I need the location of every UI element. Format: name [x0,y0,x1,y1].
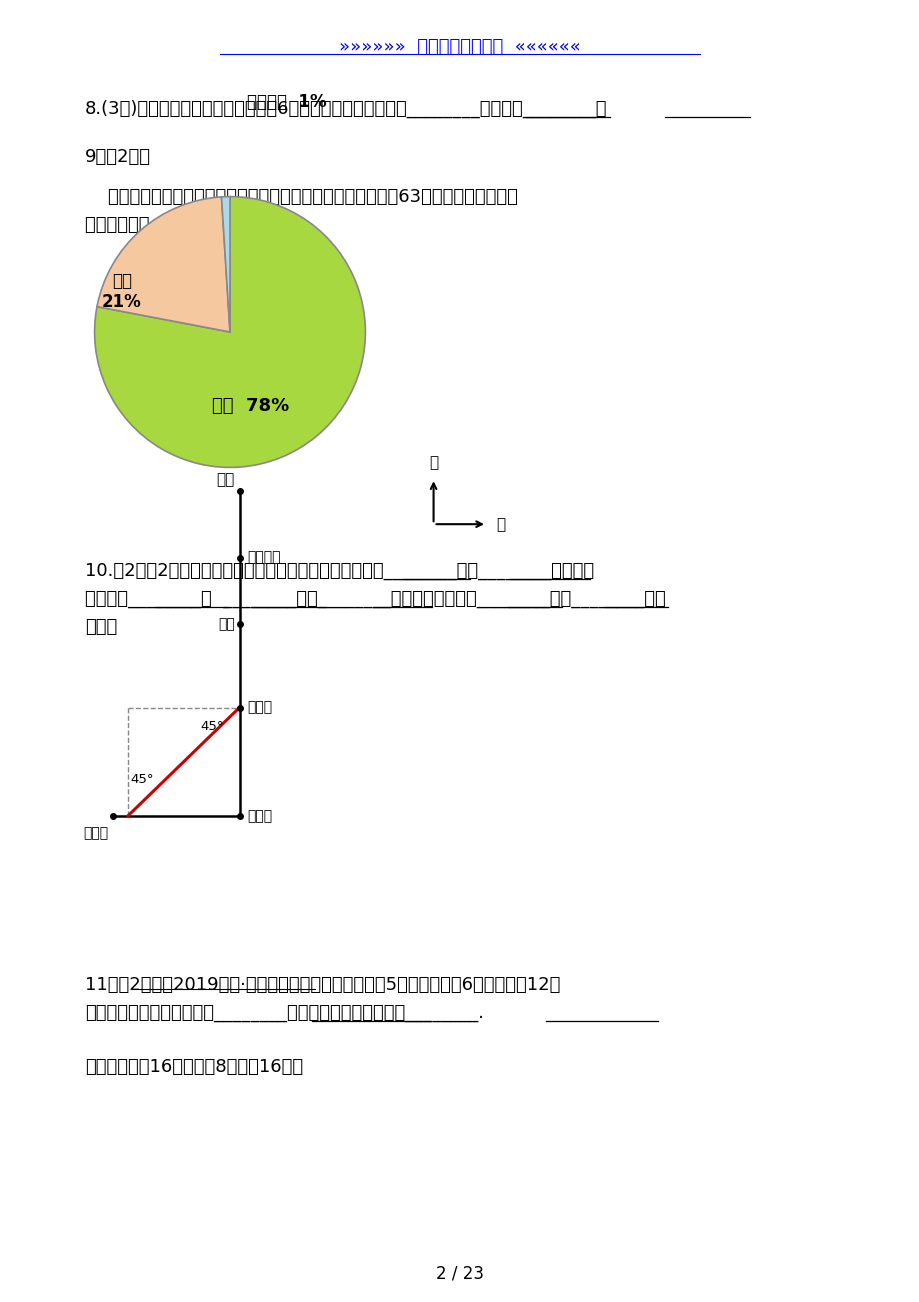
Text: 至少呼入空气________  毫升。: 至少呼入空气________ 毫升。 [85,216,266,234]
Text: 站，再向________偏  ________行驶________站到体育馆，再向________行驶________站到: 站，再向________偏 ________行驶________站到体育馆，再向… [85,590,665,608]
Text: 商场。: 商场。 [85,618,117,635]
Text: 三、选择．（16分）（共8题；共16分）: 三、选择．（16分）（共8题；共16分） [85,1059,302,1075]
Text: 东: 东 [496,517,505,531]
Text: 9．（2分）: 9．（2分） [85,148,151,165]
Text: 医院: 医院 [218,617,234,631]
Text: 火车站: 火车站 [84,827,108,840]
Text: 其他气体  1%: 其他气体 1% [246,92,326,111]
Text: 体育馆: 体育馆 [246,700,272,715]
Text: 45°: 45° [130,772,153,785]
Wedge shape [221,197,230,332]
Text: 8.(3分)画圆时，圆规两脚间的距离是6厘米，画出的圆的直径是________，周长是________。: 8.(3分)画圆时，圆规两脚间的距离是6厘米，画出的圆的直径是________，… [85,100,607,118]
Text: 氧气
21%: 氧气 21% [102,272,142,311]
Text: 北: 北 [428,454,437,470]
Text: 商场: 商场 [216,471,234,487]
Text: 10.（2分）2路公共汽车从火车站到商场的行驶路线是：向________行驶________站到汽车: 10.（2分）2路公共汽车从火车站到商场的行驶路线是：向________行驶__… [85,562,594,579]
Text: »»»»»»  历年考试真题汇总  ««««««: »»»»»» 历年考试真题汇总 «««««« [339,38,580,56]
Wedge shape [96,197,230,332]
Text: 氮气  78%: 氮气 78% [211,397,289,415]
Text: 11．（2分）（2019六上·铜仁期末）一面挂钟，时针长5厘米，分针长6厘米，经过12小: 11．（2分）（2019六上·铜仁期末）一面挂钟，时针长5厘米，分针长6厘米，经… [85,976,560,993]
Text: 下图是空气中成分的统计图。如果人类每呼吸一次需要纯氧气63毫升。那么在呼吸时: 下图是空气中成分的统计图。如果人类每呼吸一次需要纯氧气63毫升。那么在呼吸时 [85,187,517,206]
Text: 汽车站: 汽车站 [246,809,272,823]
Wedge shape [95,197,365,467]
Text: 45°: 45° [200,720,224,733]
Text: 新兴小区: 新兴小区 [246,551,280,565]
Text: 2 / 23: 2 / 23 [436,1266,483,1282]
Text: 时，时针尖端扫过的面积是________，分针尖端移动的路程为________.: 时，时针尖端扫过的面积是________，分针尖端移动的路程为________. [85,1004,483,1022]
